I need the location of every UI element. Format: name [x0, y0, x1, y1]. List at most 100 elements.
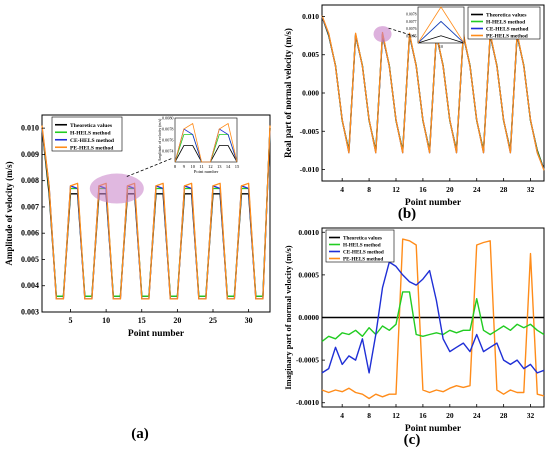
legend-label: CE-HELS method [486, 27, 528, 33]
inset-y-tick-label: 0.0076 [162, 138, 174, 143]
y-tick-label: -0.010 [300, 165, 320, 174]
x-tick-label: 30 [245, 316, 253, 325]
legend-label: CE-HELS method [70, 138, 115, 144]
legend-label: Theoretica values [70, 123, 113, 129]
chart-c-imaginary-part: 4 8 12 16 20 24 28 32 -0.0010 -0.0005 0.0000 0.0005… [283, 227, 545, 434]
x-tick-label: 16 [419, 185, 427, 194]
y-tick-label: 0.010 [21, 124, 39, 133]
y-axis-label: Imaginary part of normal velocity (m/s) [283, 245, 293, 389]
y-tick-label: -0.0010 [296, 398, 319, 407]
y-tick-label: -0.0005 [296, 356, 319, 365]
inset-series-line [174, 122, 238, 163]
y-tick-label: 0.006 [21, 229, 39, 238]
x-tick-label: 15 [138, 316, 146, 325]
inset-x-tick-label: 12 [208, 164, 213, 169]
inset-y-tick-label: 0.0076 [406, 27, 417, 31]
inset-x-tick-label: 11 [199, 164, 203, 169]
inset-y-tick-label: 0.0075 [406, 34, 417, 38]
legend-box [467, 6, 541, 40]
x-tick-label: 8 [367, 411, 371, 420]
inset-y-tick-label: 0.0080 [162, 116, 174, 121]
legend-label: H-HELS method [343, 243, 381, 249]
inset-x-tick-label: 10 [439, 44, 443, 49]
legend-label: PE-HELS method [70, 145, 114, 151]
x-axis-label: Point number [128, 329, 185, 339]
panel-label-c: (c) [404, 432, 421, 448]
inset-x-axis-label: Point number [194, 169, 219, 174]
chart-b-real-part: 4 8 12 16 20 24 28 32 -0.010 -0.005 0.000 0.005 0.01… [283, 4, 545, 208]
inset-x-tick-label: 14 [226, 164, 231, 169]
inset-series-line [417, 6, 465, 44]
y-tick-label: 0.000 [302, 89, 319, 98]
inset-x-tick-label: 8 [174, 164, 177, 169]
legend-box [325, 229, 395, 263]
inset-y-axis-label: Amplitude of velocity (m/s) [158, 118, 162, 161]
y-tick-label: 0.007 [21, 202, 39, 211]
x-tick-label: 25 [209, 316, 217, 325]
legend-label: H-HELS method [70, 130, 111, 136]
y-tick-label: 0.009 [21, 150, 39, 159]
y-axis-label: Amplitude of velocity (m/s) [4, 161, 14, 265]
panel-label-a: (a) [131, 426, 149, 442]
x-tick-label: 10 [102, 316, 110, 325]
legend-label: Theoretica values [343, 236, 382, 242]
y-tick-label: 0.005 [21, 255, 39, 264]
x-tick-label: 28 [500, 411, 508, 420]
x-tick-label: 20 [446, 185, 454, 194]
zoom-highlights [89, 26, 418, 204]
series-line-pe-hels-method [321, 238, 545, 400]
inset-series-line [417, 20, 465, 44]
series-line-h-hels-method [321, 291, 545, 342]
y-tick-label: 0.0000 [298, 313, 319, 322]
plot-frame [41, 114, 271, 313]
legend-label: Theoretica values [486, 13, 526, 19]
legend-label: H-HELS method [486, 20, 525, 26]
x-tick-label: 4 [340, 411, 344, 420]
highlight-ellipse-b [373, 26, 392, 43]
x-tick-label: 5 [69, 316, 73, 325]
x-tick-label: 24 [473, 411, 481, 420]
x-tick-label: 8 [367, 185, 371, 194]
inset-x-tick-label: 15 [235, 164, 240, 169]
x-axis-label: Point number [405, 424, 462, 434]
inset-series-line [417, 35, 465, 44]
inset-y-tick-label: 0.0074 [162, 149, 174, 154]
legend-label: CE-HELS method [343, 250, 384, 256]
series-line-pe-hels-method [41, 125, 271, 300]
x-tick-label: 32 [527, 185, 535, 194]
inset-y-tick-label: 0.0077 [406, 20, 417, 24]
inset-y-tick-label: 0.0078 [162, 127, 174, 132]
y-tick-label: 0.005 [302, 50, 319, 59]
x-tick-label: 20 [446, 411, 454, 420]
legend-label: PE-HELS method [343, 257, 383, 263]
y-tick-label: 0.003 [21, 308, 39, 317]
panel-label-b: (b) [398, 206, 416, 222]
highlight-ellipse-a [89, 173, 144, 204]
inset-background [174, 117, 238, 163]
y-tick-label: -0.005 [300, 127, 320, 136]
y-tick-label: 0.0005 [298, 270, 319, 279]
x-tick-label: 12 [392, 185, 400, 194]
y-axis-label: Real part of normal velocity (m/s) [283, 28, 293, 158]
x-tick-label: 24 [473, 185, 481, 194]
legend-label: PE-HELS method [486, 34, 528, 40]
series-line-pe-hels-method [321, 15, 545, 171]
y-tick-label: 0.010 [302, 12, 319, 21]
x-axis-label: Point number [405, 198, 462, 208]
x-tick-label: 28 [500, 185, 508, 194]
inset-frame [417, 6, 465, 44]
y-tick-label: 0.008 [21, 176, 39, 185]
chart-a-amplitude: 5 10 15 20 25 30 0.003 0.004 0.005 0.006 0.007 0.00… [4, 114, 271, 339]
inset-x-tick-label: 10 [190, 164, 195, 169]
inset-x-tick-label: 13 [217, 164, 222, 169]
x-tick-label: 20 [173, 316, 181, 325]
zoom-leader-a [126, 157, 174, 177]
inset-y-tick-label: 0.0078 [406, 13, 417, 17]
x-tick-label: 16 [419, 411, 427, 420]
legend-box [51, 116, 123, 152]
x-tick-label: 32 [527, 411, 535, 420]
series-line-ce-hels-method [321, 261, 545, 374]
y-tick-label: 0.004 [21, 281, 39, 290]
y-tick-label: 0.0010 [298, 228, 319, 237]
